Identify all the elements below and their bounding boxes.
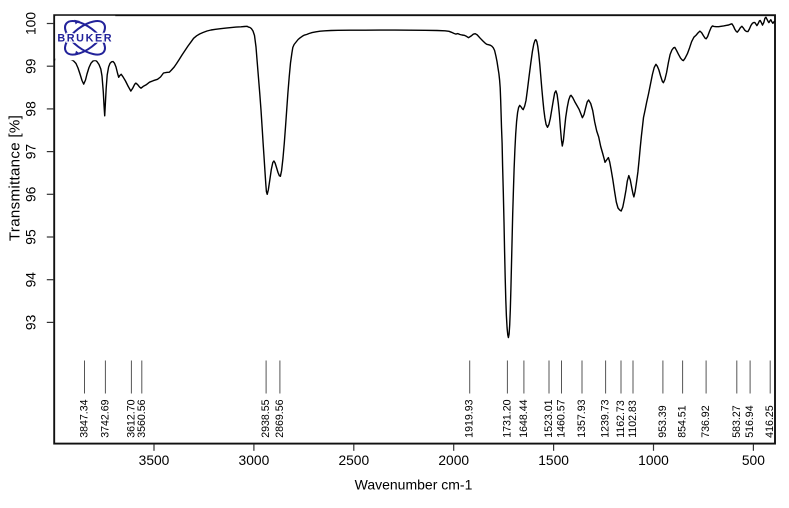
- svg-text:2869.56: 2869.56: [274, 399, 286, 437]
- svg-text:1102.83: 1102.83: [627, 400, 639, 438]
- svg-text:100: 100: [24, 12, 39, 35]
- svg-text:2500: 2500: [338, 453, 369, 468]
- svg-text:1648.44: 1648.44: [518, 399, 530, 437]
- svg-text:97: 97: [24, 144, 39, 159]
- svg-text:3560.56: 3560.56: [136, 399, 148, 437]
- svg-text:2000: 2000: [438, 453, 469, 468]
- svg-text:3612.70: 3612.70: [125, 399, 137, 437]
- svg-text:98: 98: [24, 101, 39, 117]
- svg-text:500: 500: [742, 453, 765, 468]
- svg-text:Transmittance [%]: Transmittance [%]: [7, 115, 24, 241]
- svg-text:953.39: 953.39: [657, 405, 669, 438]
- svg-text:1357.93: 1357.93: [576, 399, 588, 437]
- svg-text:416.25: 416.25: [764, 405, 776, 438]
- svg-text:1000: 1000: [638, 453, 669, 468]
- svg-text:2938.55: 2938.55: [260, 399, 272, 437]
- svg-text:1239.73: 1239.73: [600, 399, 612, 437]
- svg-text:736.92: 736.92: [700, 405, 712, 438]
- svg-text:95: 95: [24, 229, 39, 245]
- svg-text:583.27: 583.27: [731, 405, 743, 438]
- svg-text:1500: 1500: [538, 453, 569, 468]
- svg-text:96: 96: [24, 186, 39, 202]
- svg-text:93: 93: [24, 314, 39, 330]
- svg-text:854.51: 854.51: [677, 405, 689, 438]
- svg-text:99: 99: [24, 58, 39, 74]
- svg-text:3742.69: 3742.69: [99, 399, 111, 437]
- svg-text:Wavenumber cm-1: Wavenumber cm-1: [355, 477, 473, 493]
- svg-text:1731.20: 1731.20: [501, 399, 513, 437]
- svg-text:3847.34: 3847.34: [79, 399, 91, 437]
- svg-text:BRUKER: BRUKER: [57, 33, 113, 45]
- svg-text:3500: 3500: [139, 453, 170, 468]
- svg-text:516.94: 516.94: [744, 405, 756, 438]
- svg-text:1919.93: 1919.93: [464, 399, 476, 437]
- svg-text:1460.57: 1460.57: [556, 399, 568, 437]
- svg-text:3000: 3000: [239, 453, 270, 468]
- svg-text:1523.01: 1523.01: [543, 399, 555, 437]
- svg-text:1162.73: 1162.73: [615, 400, 627, 438]
- svg-text:94: 94: [24, 272, 39, 288]
